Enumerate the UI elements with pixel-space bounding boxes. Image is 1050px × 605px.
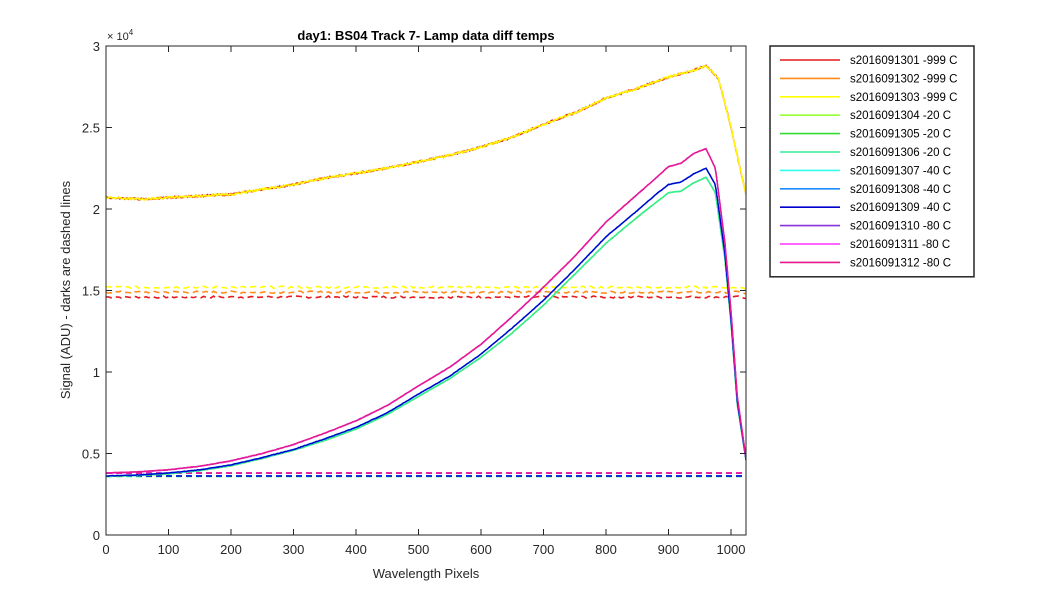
legend-entry-label: s2016091310 -80 C <box>850 221 951 233</box>
y-exponent-power: 4 <box>129 28 134 37</box>
legend-entry-label: s2016091304 -20 C <box>850 110 951 122</box>
signal-line-8 <box>106 167 746 477</box>
signal-line-7 <box>106 167 746 477</box>
dark-line-1 <box>106 295 746 300</box>
x-tick-label: 1000 <box>717 542 746 557</box>
plot-area <box>106 64 746 478</box>
x-tick-label: 200 <box>220 542 242 557</box>
x-axis-label: Wavelength Pixels <box>373 566 480 581</box>
y-axis-label: Signal (ADU) - darks are dashed lines <box>58 180 73 399</box>
y-tick-label: 2.5 <box>82 121 100 136</box>
legend: s2016091301 -999 C s2016091302 -999 C s201… <box>769 45 975 278</box>
y-tick-label: 0.5 <box>82 447 100 462</box>
dark-line-3 <box>106 285 746 290</box>
dark-line-2 <box>106 290 746 295</box>
signal-line-1 <box>106 64 746 201</box>
x-tick-label: 100 <box>158 542 180 557</box>
x-tick-label: 700 <box>533 542 555 557</box>
x-tick-label: 300 <box>283 542 305 557</box>
chart-title: day1: BS04 Track 7- Lamp data diff temps <box>297 28 554 43</box>
signal-line-12 <box>106 148 746 474</box>
signal-line-3 <box>106 65 746 201</box>
legend-entry-label: s2016091311 -80 C <box>850 239 950 251</box>
legend-entry-label: s2016091302 -999 C <box>850 73 957 85</box>
signal-line-5 <box>106 176 746 478</box>
y-exponent: × 104 <box>107 28 134 43</box>
legend-entry-label: s2016091303 -999 C <box>850 92 957 104</box>
y-tick-label: 1.5 <box>82 284 100 299</box>
y-exponent-base: × 10 <box>107 31 129 43</box>
legend-entry-label: s2016091307 -40 C <box>850 165 951 177</box>
x-tick-label: 0 <box>102 542 109 557</box>
x-tick-label: 900 <box>658 542 680 557</box>
signal-line-9 <box>106 167 746 477</box>
legend-entry-label: s2016091312 -80 C <box>850 257 951 269</box>
legend-entry-label: s2016091305 -20 C <box>850 129 951 141</box>
signal-line-6 <box>106 176 746 478</box>
legend-entry-label: s2016091301 -999 C <box>850 55 957 67</box>
axes: 0 100 200 300 400 500 600 700 800 900 1000 0 0.5 1 1.5… <box>82 39 747 557</box>
signal-line-2 <box>106 65 746 201</box>
axes-box <box>105 45 747 536</box>
y-tick-label: 2 <box>93 202 100 217</box>
x-tick-label: 800 <box>595 542 617 557</box>
y-tick-label: 0 <box>93 528 100 543</box>
legend-entry-label: s2016091306 -20 C <box>850 147 951 159</box>
signal-line-11 <box>106 148 746 474</box>
legend-entry-label: s2016091308 -40 C <box>850 184 951 196</box>
signal-line-4 <box>106 176 746 478</box>
x-tick-label: 400 <box>345 542 367 557</box>
series-group <box>106 64 746 478</box>
x-tick-label: 600 <box>470 542 492 557</box>
y-tick-label: 1 <box>93 365 100 380</box>
y-tick-label: 3 <box>93 39 100 54</box>
legend-box <box>769 45 975 278</box>
x-tick-label: 500 <box>408 542 430 557</box>
legend-entry-label: s2016091309 -40 C <box>850 202 951 214</box>
